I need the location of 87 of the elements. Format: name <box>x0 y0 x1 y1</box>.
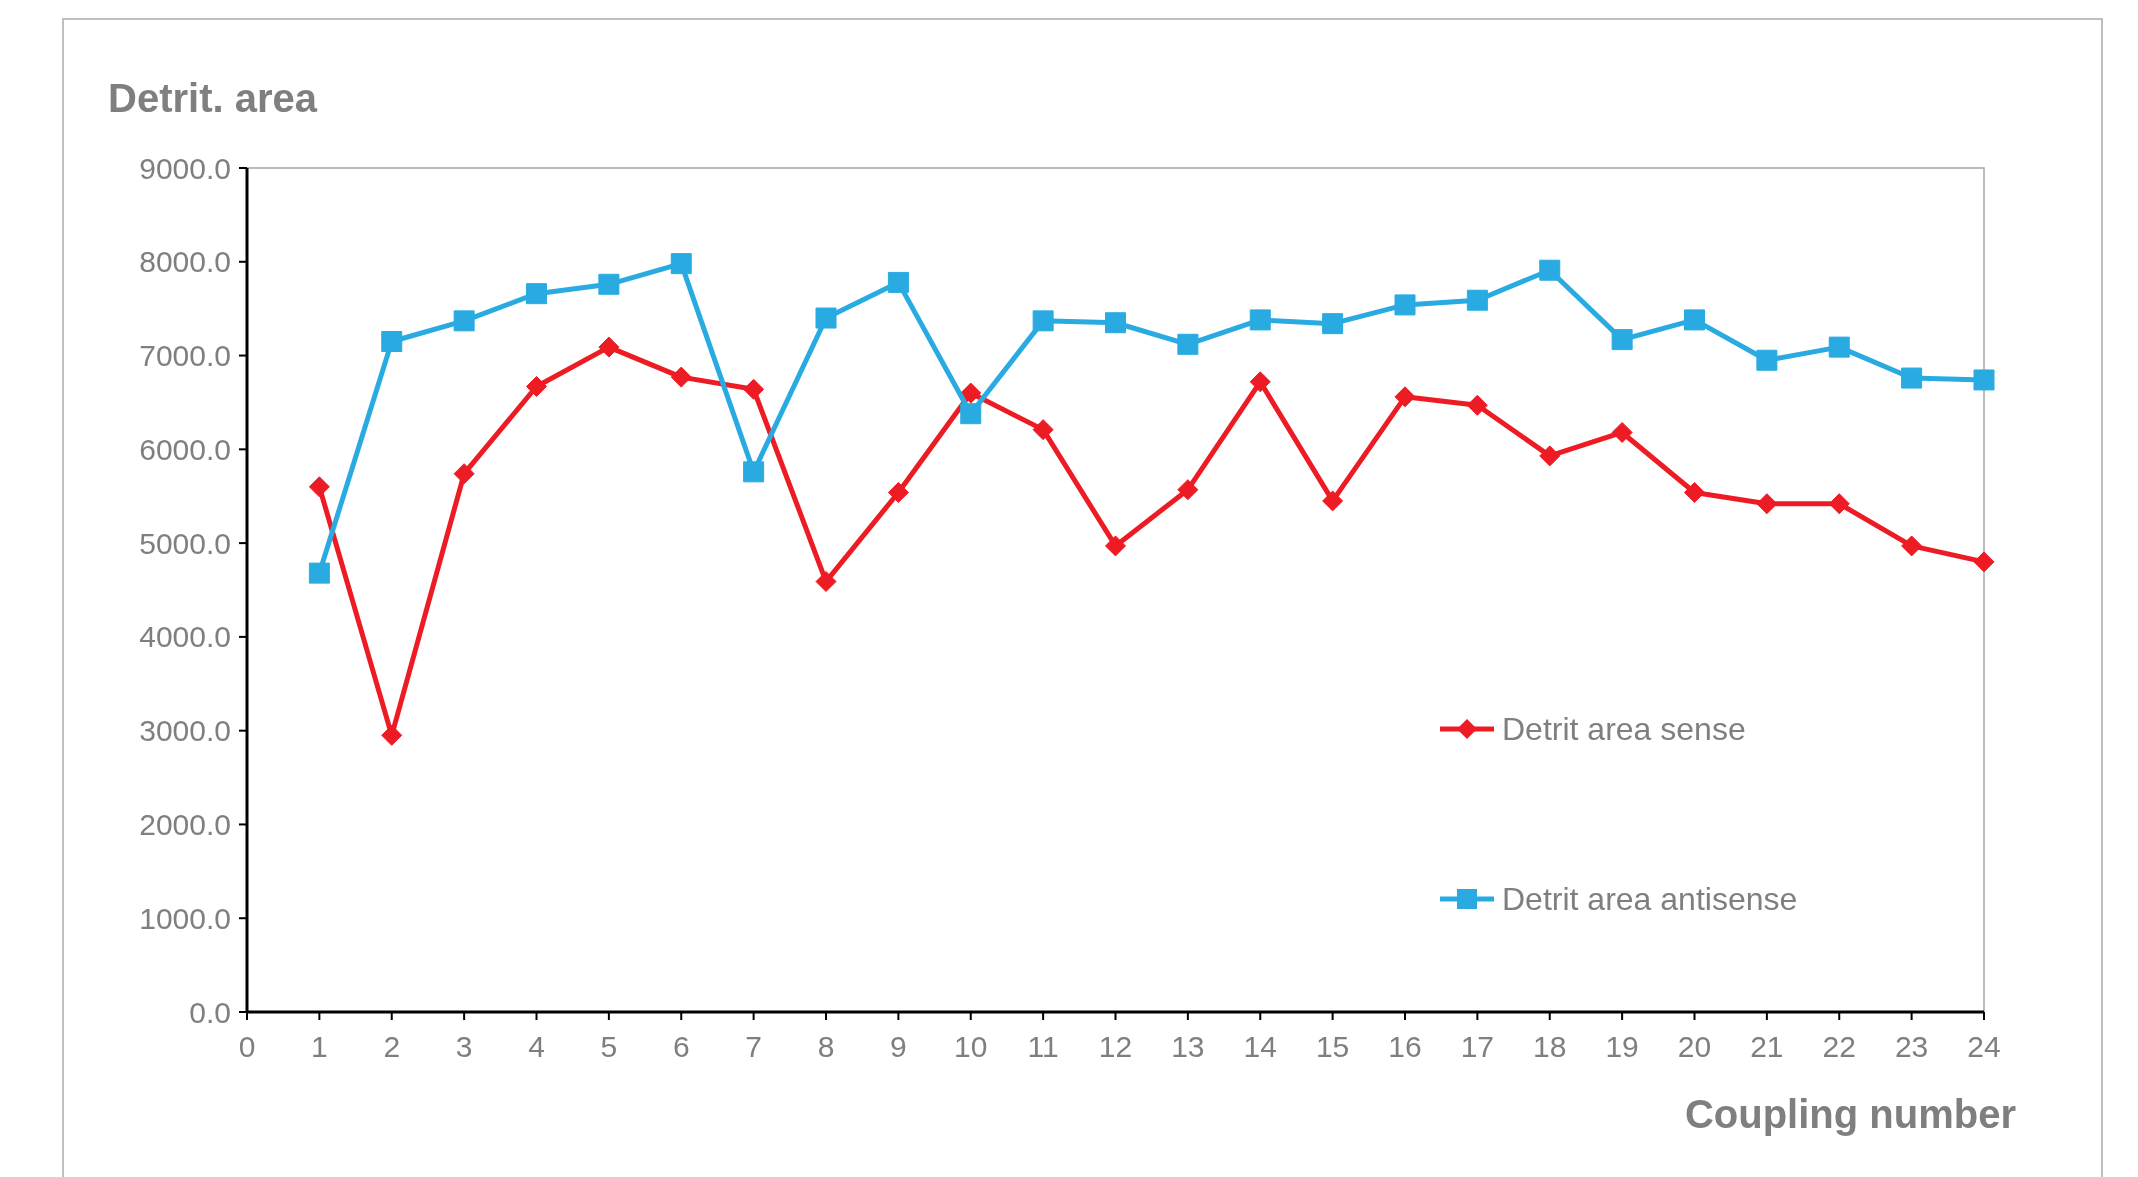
x-tick-label: 16 <box>1388 1030 1422 1063</box>
point <box>1177 479 1199 501</box>
x-tick-label: 22 <box>1822 1030 1856 1063</box>
point <box>1466 289 1488 311</box>
point <box>670 366 692 388</box>
point <box>670 253 692 275</box>
point <box>526 283 547 305</box>
x-tick-label: 18 <box>1533 1030 1567 1063</box>
point <box>1322 313 1344 335</box>
point <box>960 403 982 425</box>
point <box>1973 369 1995 391</box>
y-tick-label: 5000.0 <box>139 526 231 560</box>
point <box>453 310 475 332</box>
x-tick-label: 2 <box>383 1030 401 1063</box>
point <box>1394 294 1416 316</box>
x-tick-label: 5 <box>600 1030 618 1063</box>
x-tick-label: 15 <box>1315 1030 1350 1063</box>
point <box>1973 551 1995 573</box>
x-tick-label: 1 <box>311 1030 328 1063</box>
y-axis-title: Detrit. area <box>108 76 318 120</box>
y-tick-label: 4000.0 <box>139 620 231 654</box>
point <box>1684 309 1705 331</box>
x-tick-label: 21 <box>1750 1030 1784 1063</box>
point <box>1756 349 1778 371</box>
point <box>1322 490 1344 512</box>
x-tick-label: 4 <box>528 1030 545 1063</box>
point <box>1466 394 1488 416</box>
point <box>1756 493 1778 515</box>
y-tick-label: 9000.0 <box>139 151 231 185</box>
x-tick-label: 13 <box>1171 1030 1205 1063</box>
y-tick-label: 7000.0 <box>139 339 231 373</box>
x-tick-label: 14 <box>1243 1030 1277 1063</box>
point <box>1611 421 1633 443</box>
point <box>887 481 909 503</box>
x-tick-label: 10 <box>954 1030 988 1063</box>
point <box>1611 329 1633 351</box>
point <box>308 476 330 498</box>
point <box>743 378 765 400</box>
x-tick-label: 12 <box>1098 1030 1133 1063</box>
point <box>1828 336 1850 358</box>
y-tick-label: 8000.0 <box>139 245 231 279</box>
point <box>1901 367 1923 389</box>
point <box>1105 535 1126 557</box>
y-tick-label: 6000.0 <box>139 432 231 466</box>
x-tick-label: 9 <box>890 1030 907 1063</box>
point <box>815 307 837 329</box>
x-tick-label: 20 <box>1677 1030 1712 1063</box>
x-tick-label: 7 <box>745 1030 762 1063</box>
y-tick-label: 3000.0 <box>139 714 231 748</box>
point <box>1177 333 1199 355</box>
x-tick-label: 24 <box>1967 1030 2001 1063</box>
x-tick-label: 0 <box>238 1030 256 1063</box>
point <box>1249 371 1271 393</box>
legend-label: Detrit area sense <box>1502 711 1746 748</box>
point <box>960 382 982 404</box>
point <box>526 376 547 397</box>
point <box>598 273 620 295</box>
x-tick-label: 19 <box>1605 1030 1639 1063</box>
x-tick-label: 23 <box>1894 1030 1929 1063</box>
x-tick-label: 8 <box>817 1030 835 1063</box>
point <box>453 463 475 485</box>
point <box>743 461 765 483</box>
y-tick-label: 0.0 <box>189 995 231 1029</box>
point <box>1032 310 1054 332</box>
point <box>381 724 403 746</box>
point <box>598 336 620 358</box>
y-tick-label: 2000.0 <box>139 807 231 841</box>
point <box>1539 445 1561 467</box>
point <box>1901 535 1923 557</box>
x-tick-label: 17 <box>1460 1030 1495 1063</box>
x-axis-title: Coupling number <box>1684 1092 2016 1136</box>
point <box>1394 386 1416 408</box>
point <box>1249 309 1271 331</box>
x-tick-label: 6 <box>672 1030 690 1063</box>
point <box>887 271 909 293</box>
x-tick-label: 3 <box>455 1030 473 1063</box>
point <box>1032 419 1054 441</box>
point <box>815 571 837 593</box>
point <box>1828 493 1850 515</box>
point <box>308 562 330 584</box>
legend-label: Detrit area antisense <box>1502 881 1798 918</box>
x-tick-label: 11 <box>1027 1030 1059 1063</box>
point <box>1539 259 1561 281</box>
y-tick-label: 1000.0 <box>139 901 231 935</box>
point <box>381 330 403 352</box>
point <box>1684 481 1705 503</box>
point <box>1105 312 1126 334</box>
